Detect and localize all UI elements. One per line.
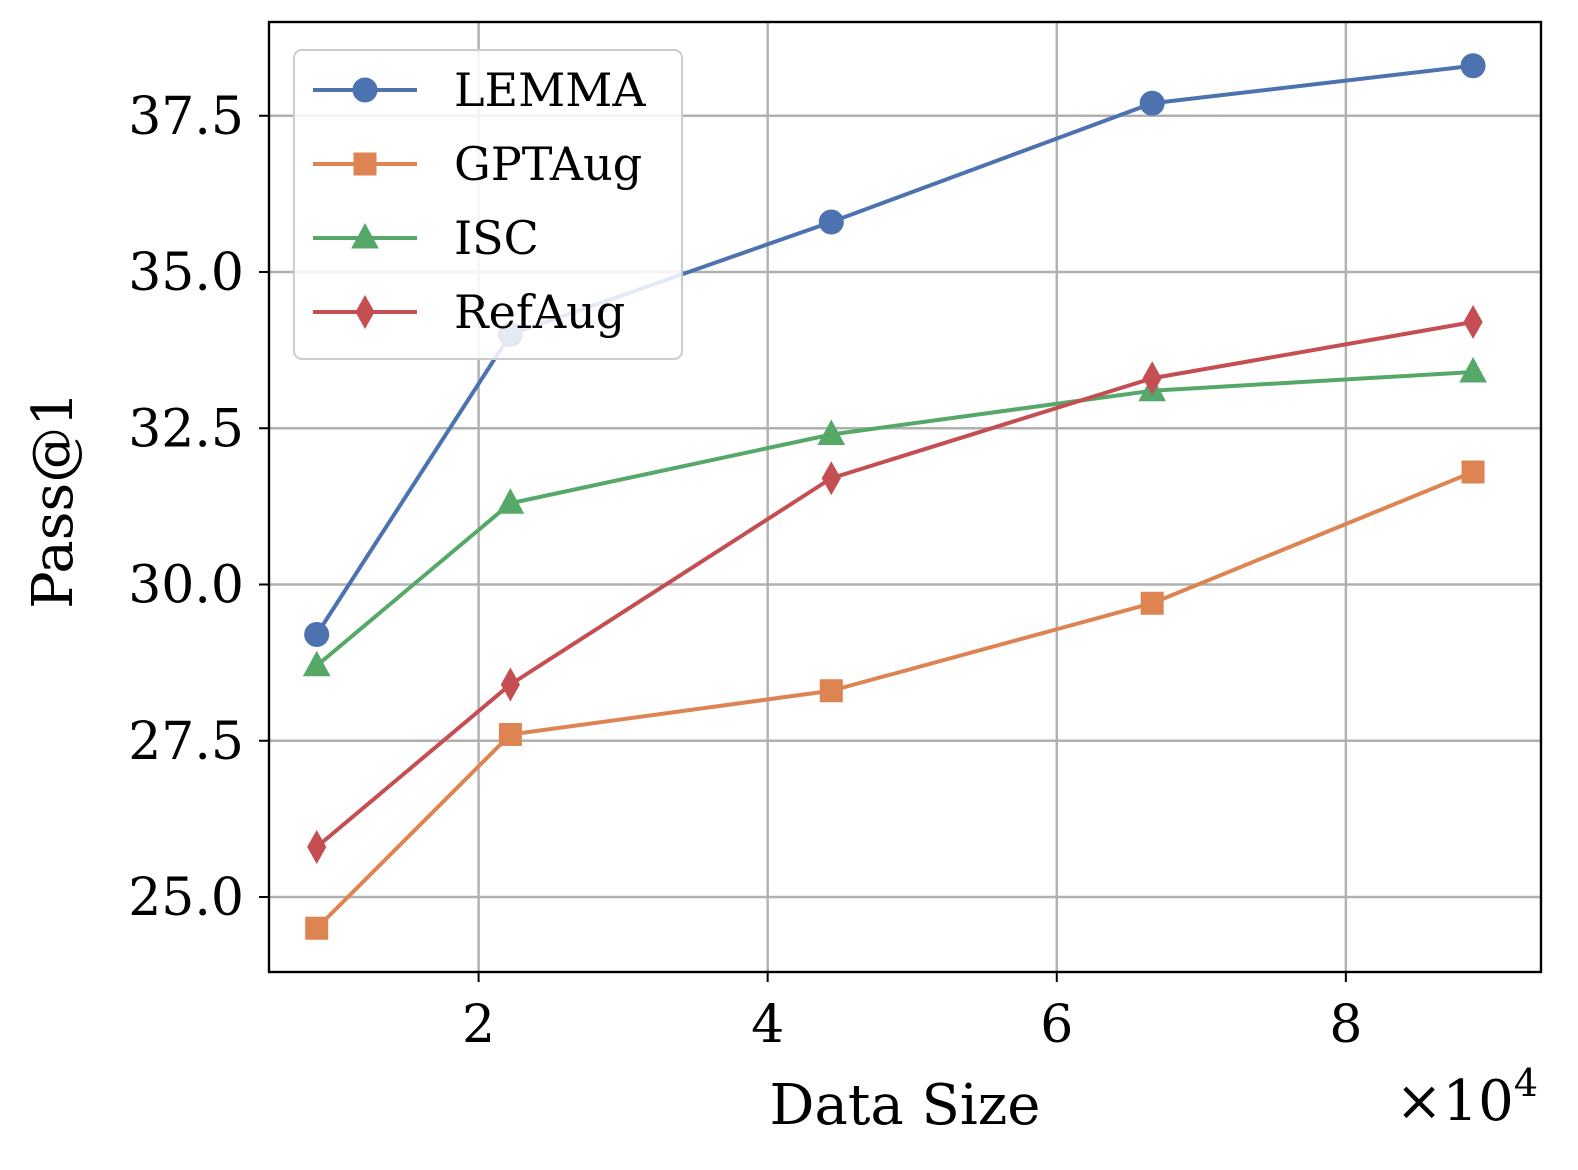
legend-box: [293, 49, 683, 360]
x-axis-offset-label: ×104: [1396, 1061, 1538, 1134]
legend-marker-gptaug: [353, 152, 377, 176]
data-point-gptaug: [819, 679, 843, 703]
data-point-isc: [817, 419, 846, 445]
data-point-refaug: [307, 829, 327, 865]
offset-base: ×10: [1396, 1069, 1514, 1134]
legend-label-refaug: RefAug: [454, 285, 625, 339]
data-point-isc: [1459, 356, 1487, 383]
data-point-lemma: [304, 622, 330, 647]
legend-entry-gptaug: GPTAug: [313, 137, 642, 191]
data-point-lemma: [1139, 90, 1165, 116]
offset-exponent: 4: [1514, 1061, 1538, 1105]
series-refaug: [307, 304, 1483, 865]
y-tick-label: 27.5: [128, 712, 244, 772]
legend-label-gptaug: GPTAug: [454, 137, 642, 191]
data-point-lemma: [1460, 53, 1486, 79]
y-tick-label: 37.5: [128, 87, 244, 147]
x-tick-label: 2: [462, 995, 495, 1055]
series-line-isc: [315, 370, 1474, 668]
legend: LEMMA GPTAug ISC RefAug: [293, 49, 683, 360]
x-tick-label: 6: [1040, 995, 1073, 1055]
x-tick-label: 8: [1329, 995, 1362, 1055]
y-tick-label: 25.0: [128, 868, 244, 928]
legend-entry-isc: ISC: [313, 211, 539, 265]
legend-marker-lemma: [352, 77, 378, 103]
legend-entry-lemma: LEMMA: [313, 63, 646, 117]
legend-label-isc: ISC: [454, 211, 539, 265]
y-axis-label: Pass@1: [21, 391, 86, 609]
series-isc: [302, 356, 1487, 677]
x-tick-label: 4: [751, 995, 784, 1055]
data-point-gptaug: [1140, 591, 1164, 615]
data-point-gptaug: [498, 723, 522, 746]
legend-marker-isc: [351, 222, 379, 249]
grid: [269, 22, 1541, 972]
series-lemma: [304, 53, 1486, 647]
x-axis-label: Data Size: [770, 1073, 1041, 1138]
legend-entry-refaug: RefAug: [313, 285, 625, 339]
plot-frame: [267, 20, 1543, 974]
data-point-gptaug: [1461, 460, 1485, 484]
y-tick-label: 32.5: [128, 399, 244, 459]
data-point-isc: [302, 650, 331, 677]
series-gptaug: [305, 460, 1485, 940]
series-group: [302, 53, 1487, 940]
data-point-refaug: [500, 667, 520, 702]
y-tick-label: 35.0: [128, 243, 244, 303]
axis-ticks: 2 4 6 8 25.0 27.5 30.0 32.5 35.0 37.5: [128, 87, 1362, 1055]
legend-label-lemma: LEMMA: [454, 63, 646, 117]
data-point-refaug: [821, 461, 841, 496]
data-point-gptaug: [305, 916, 329, 940]
y-tick-label: 30.0: [128, 556, 244, 616]
data-point-refaug: [1142, 361, 1162, 396]
legend-marker-refaug: [355, 294, 375, 330]
data-point-lemma: [818, 209, 844, 235]
data-point-refaug: [1463, 304, 1483, 340]
data-point-isc: [496, 488, 525, 514]
